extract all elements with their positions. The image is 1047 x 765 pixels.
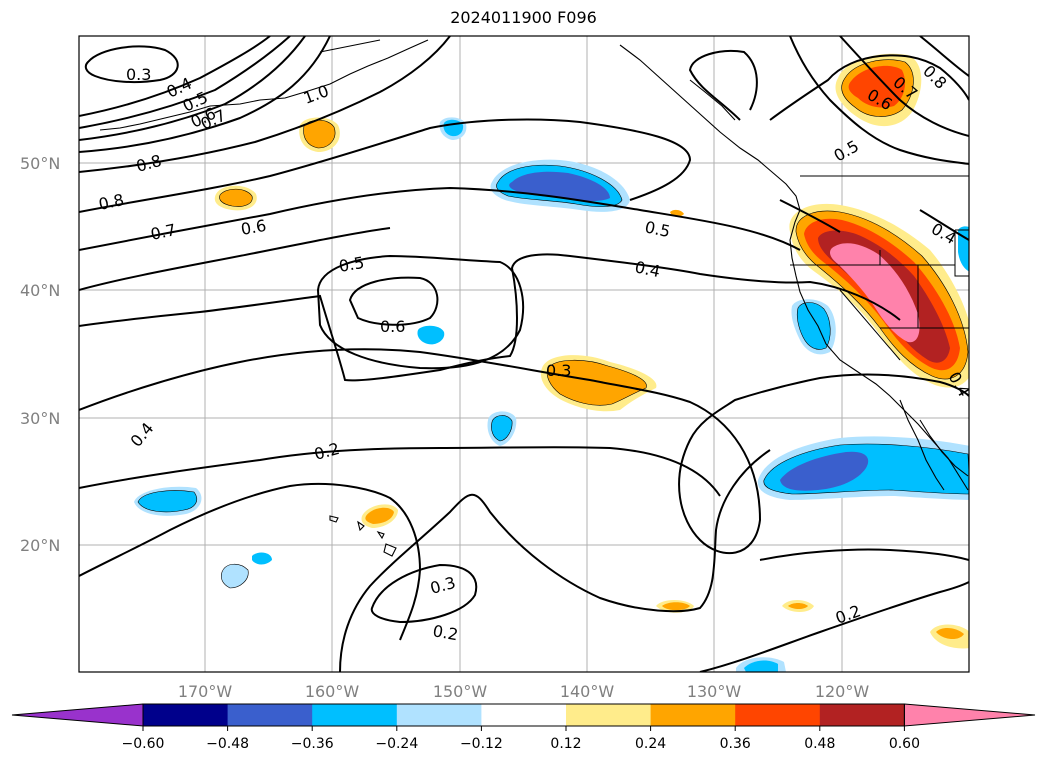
colorbar-segment [735, 704, 821, 726]
lon-label: 140°W [560, 682, 615, 701]
colorbar-tick-label: 0.12 [550, 736, 581, 752]
colorbar-tick-label: −0.12 [460, 736, 503, 752]
contour-lines [79, 36, 969, 672]
colorbar-tick-label: −0.36 [291, 736, 334, 752]
colorbar-outline [142, 703, 905, 727]
anomaly-outlines [137, 59, 969, 589]
colorbar-tick-label: −0.60 [122, 736, 165, 752]
colorbar: −0.60 −0.48 −0.36 −0.24 −0.12 0.12 0.24 0.36 0.4… [11, 703, 1036, 752]
contour-label: 0.5 [337, 253, 365, 276]
colorbar-segment [650, 704, 736, 726]
lon-label: 150°W [433, 682, 488, 701]
map-area [79, 36, 969, 672]
lat-label: 30°N [20, 409, 60, 428]
colorbar-segment [819, 704, 905, 726]
shading-layer [134, 53, 969, 672]
contour-label: 0.4 [633, 257, 662, 281]
lat-label: 40°N [20, 281, 60, 300]
colorbar-tick-label: 0.36 [720, 736, 751, 752]
contour-label: 0.7 [149, 220, 178, 244]
colorbar-tick-label: −0.24 [375, 736, 418, 752]
colorbar-segment [312, 704, 398, 726]
colorbar-segment [566, 704, 652, 726]
colorbar-tick-label: −0.48 [206, 736, 249, 752]
contour-label: 0.3 [546, 361, 571, 380]
coastlines [99, 39, 969, 557]
latitude-labels: 50°N 40°N 30°N 20°N [20, 154, 60, 555]
colorbar-segment [227, 704, 313, 726]
contour-label: 0.6 [239, 216, 267, 239]
lat-label: 20°N [20, 536, 60, 555]
contour-label: 0.5 [643, 217, 672, 241]
colorbar-segment [481, 704, 567, 726]
contour-label: 0.3 [126, 65, 151, 84]
colorbar-tick-label: 0.24 [635, 736, 666, 752]
political-borders [790, 175, 969, 361]
contour-label: 0.8 [97, 190, 126, 214]
colorbar-tick-label: 0.60 [889, 736, 920, 752]
lon-label: 120°W [815, 682, 870, 701]
longitude-labels: 170°W 160°W 150°W 140°W 130°W 120°W [178, 682, 870, 701]
contour-label: 0.2 [431, 621, 459, 644]
lat-label: 50°N [20, 154, 60, 173]
lon-label: 160°W [305, 682, 360, 701]
lon-label: 170°W [178, 682, 233, 701]
lon-label: 130°W [687, 682, 742, 701]
colorbar-segment [11, 703, 144, 727]
map-border [78, 35, 970, 673]
contour-label: 0.6 [380, 317, 405, 336]
colorbar-segment [903, 703, 1036, 727]
colorbar-segment [396, 704, 482, 726]
colorbar-tick-label: 0.48 [804, 736, 835, 752]
colorbar-segment [143, 704, 229, 726]
map-title: 2024011900 F096 [450, 8, 597, 27]
